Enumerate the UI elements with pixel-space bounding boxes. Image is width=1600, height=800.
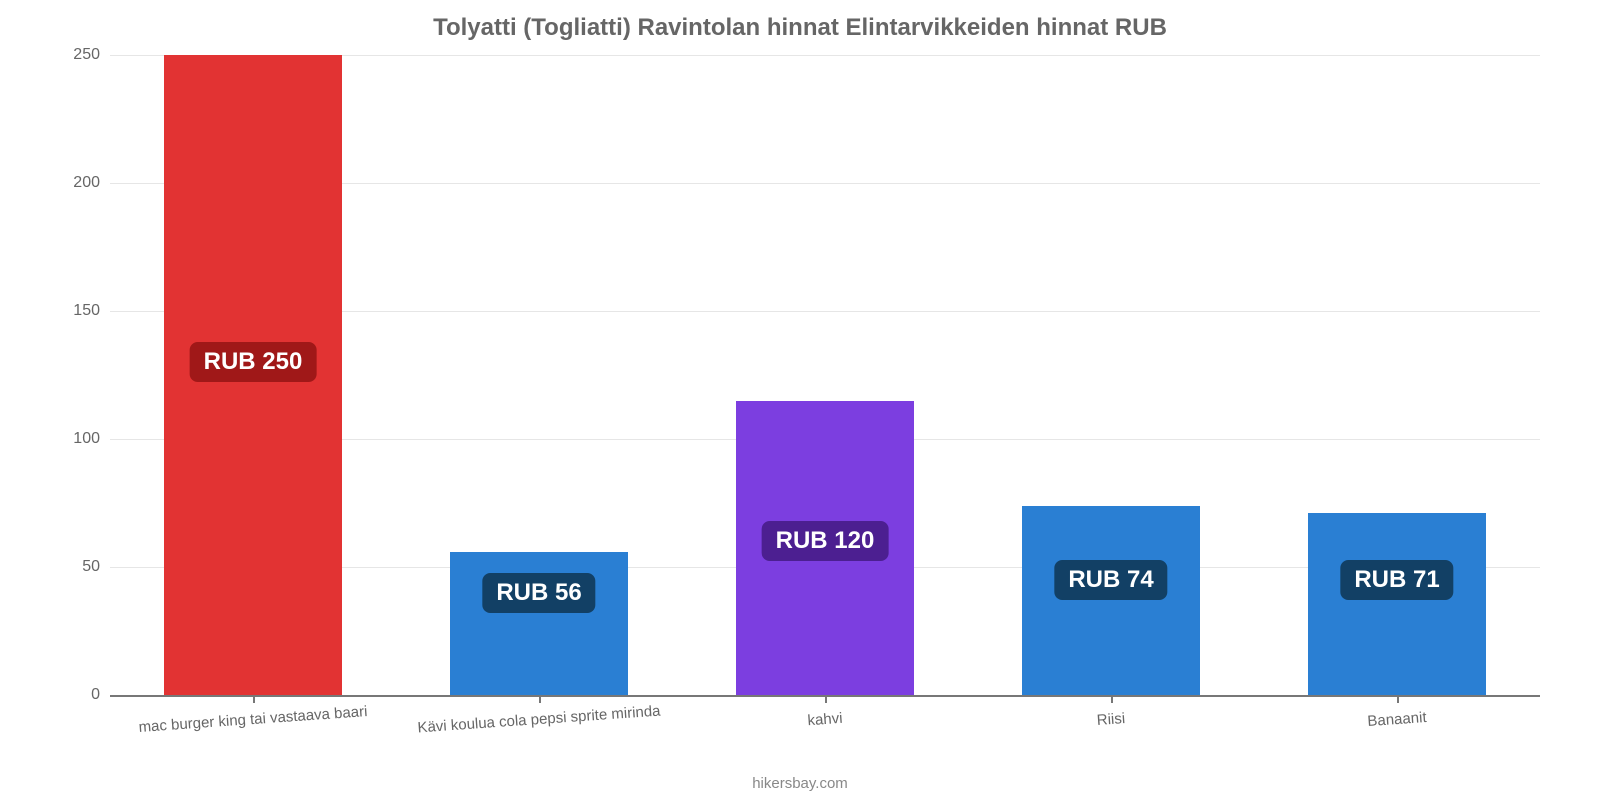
x-tick-mark [253, 695, 255, 703]
bar [1308, 513, 1485, 695]
y-tick-label: 50 [0, 558, 100, 576]
bar-value-badge: RUB 71 [1340, 560, 1453, 600]
x-tick-label: Banaanit [1367, 709, 1427, 730]
x-tick-label: Kävi koulua cola pepsi sprite mirinda [417, 703, 661, 737]
y-tick-label: 200 [0, 174, 100, 192]
bar [1022, 506, 1199, 695]
chart-container: Tolyatti (Togliatti) Ravintolan hinnat E… [0, 0, 1600, 800]
bar-value-badge: RUB 250 [190, 342, 317, 382]
chart-footer: hikersbay.com [0, 775, 1600, 792]
x-tick-label: kahvi [807, 710, 843, 729]
y-tick-label: 150 [0, 302, 100, 320]
x-tick-mark [539, 695, 541, 703]
bar-value-badge: RUB 120 [762, 521, 889, 561]
bar-value-badge: RUB 56 [482, 573, 595, 613]
x-tick-label: mac burger king tai vastaava baari [138, 703, 368, 736]
y-tick-label: 100 [0, 430, 100, 448]
x-tick-label: Riisi [1096, 710, 1125, 729]
x-tick-mark [825, 695, 827, 703]
chart-title: Tolyatti (Togliatti) Ravintolan hinnat E… [0, 0, 1600, 42]
x-tick-mark [1111, 695, 1113, 703]
y-tick-label: 250 [0, 46, 100, 64]
x-tick-mark [1397, 695, 1399, 703]
bar-value-badge: RUB 74 [1054, 560, 1167, 600]
y-tick-label: 0 [0, 686, 100, 704]
